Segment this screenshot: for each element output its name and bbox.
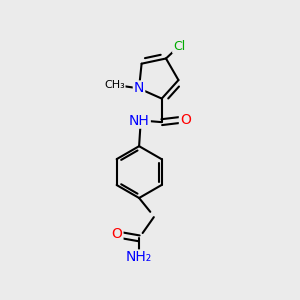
Text: NH₂: NH₂ xyxy=(126,250,152,265)
Text: Cl: Cl xyxy=(173,40,185,52)
Text: CH₃: CH₃ xyxy=(104,80,124,90)
Text: O: O xyxy=(112,227,122,241)
Text: NH: NH xyxy=(129,114,150,128)
Text: O: O xyxy=(180,113,191,127)
Text: N: N xyxy=(134,82,144,95)
